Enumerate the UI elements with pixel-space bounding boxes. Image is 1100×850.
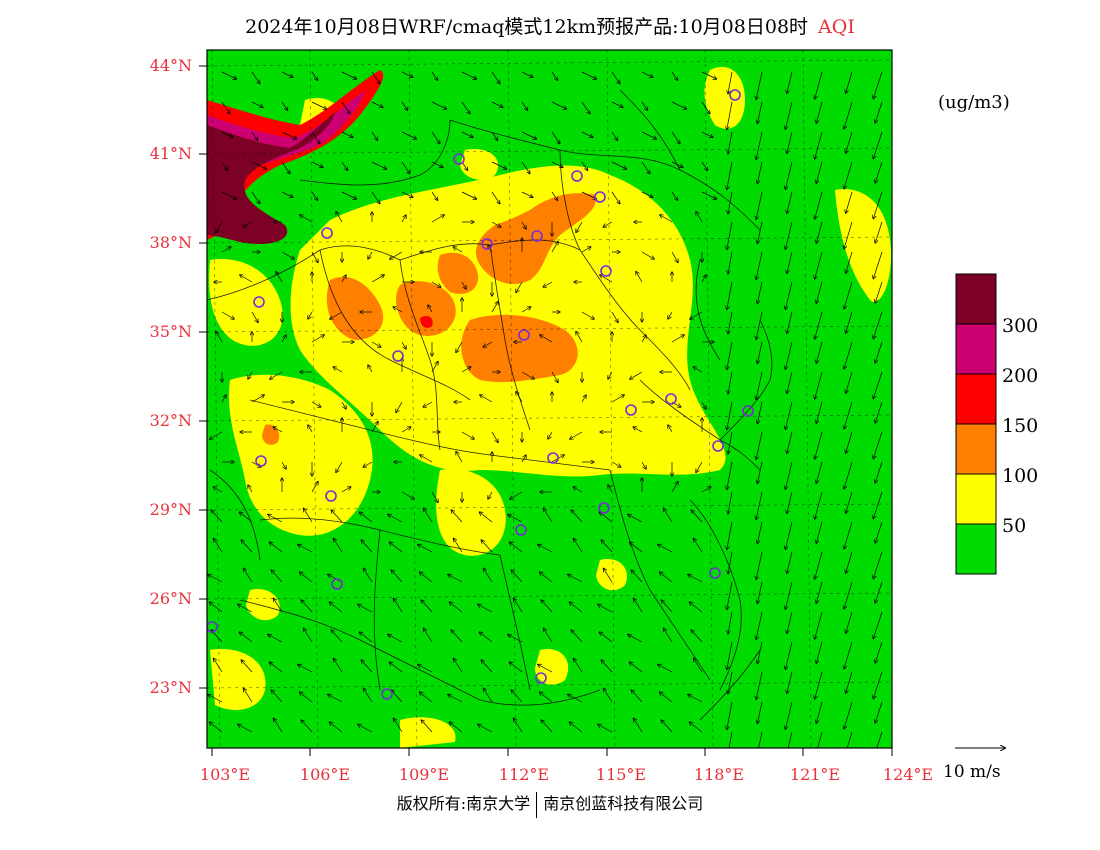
lon-tick-label: 112°E bbox=[489, 765, 559, 784]
colorbar-label: 150 bbox=[1002, 415, 1038, 437]
footer-left: 版权所有:南京大学 bbox=[397, 794, 530, 813]
footer-right: 南京创蓝科技有限公司 bbox=[543, 794, 703, 813]
colorbar-swatch bbox=[956, 324, 996, 374]
lon-tick-label: 106°E bbox=[290, 765, 360, 784]
lat-tick-label: 35°N bbox=[120, 322, 192, 341]
lat-tick-label: 32°N bbox=[120, 411, 192, 430]
colorbar-swatch bbox=[956, 474, 996, 524]
grid-line-lon bbox=[892, 50, 900, 748]
colorbar-swatch bbox=[956, 374, 996, 424]
footer-separator bbox=[536, 792, 537, 818]
colorbar-swatch bbox=[956, 424, 996, 474]
vector-key-label: 10 m/s bbox=[943, 762, 1001, 782]
lon-tick-label: 121°E bbox=[780, 765, 850, 784]
map-field bbox=[207, 50, 900, 759]
units-label: (ug/m3) bbox=[938, 92, 1010, 113]
lat-tick-label: 23°N bbox=[120, 678, 192, 697]
lat-tick-label: 29°N bbox=[120, 500, 192, 519]
lon-tick-label: 124°E bbox=[873, 765, 943, 784]
copyright-footer: 版权所有:南京大学 南京创蓝科技有限公司 bbox=[0, 790, 1100, 818]
colorbar-label: 100 bbox=[1002, 465, 1038, 487]
lon-tick-label: 118°E bbox=[684, 765, 754, 784]
lon-tick-label: 103°E bbox=[190, 765, 260, 784]
lat-tick-label: 44°N bbox=[120, 56, 192, 75]
colorbar-swatch bbox=[956, 524, 996, 574]
lat-tick-label: 41°N bbox=[120, 144, 192, 163]
lat-tick-label: 26°N bbox=[120, 589, 192, 608]
lat-tick-label: 38°N bbox=[120, 233, 192, 252]
lon-tick-label: 109°E bbox=[389, 765, 459, 784]
lon-tick-label: 115°E bbox=[586, 765, 656, 784]
colorbar-label: 200 bbox=[1002, 365, 1038, 387]
color-bar bbox=[956, 274, 996, 574]
colorbar-label: 50 bbox=[1002, 515, 1026, 537]
colorbar-swatch bbox=[956, 274, 996, 324]
colorbar-label: 300 bbox=[1002, 315, 1038, 337]
